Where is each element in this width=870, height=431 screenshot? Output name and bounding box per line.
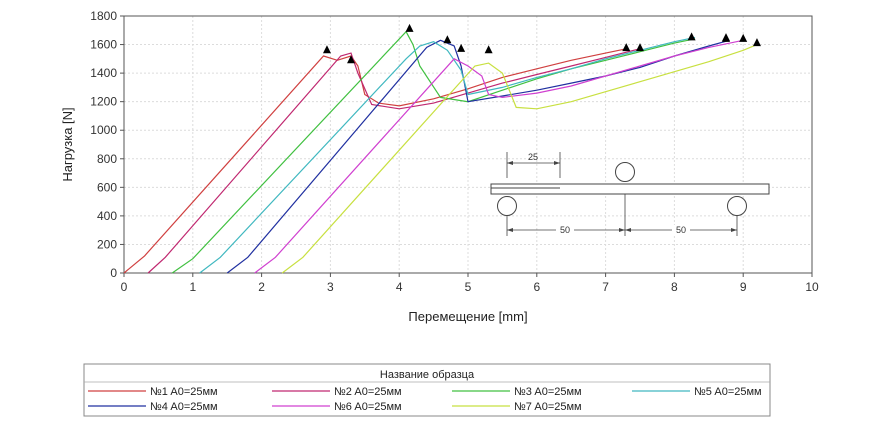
dim-right-label: 50	[676, 225, 686, 235]
x-tick-label: 8	[671, 280, 678, 294]
dim-top-label: 25	[528, 152, 538, 162]
peak-marker	[347, 55, 356, 64]
y-tick-label: 1400	[90, 66, 117, 80]
legend-title: Название образца	[380, 369, 475, 381]
legend-entry-label: №2 A0=25мм	[334, 386, 402, 398]
x-tick-label: 7	[602, 280, 609, 294]
legend: Название образца №1 A0=25мм №2 A0=25мм №3 …	[83, 363, 771, 417]
peak-markers	[322, 23, 761, 64]
peak-marker	[443, 35, 452, 44]
x-tick-label: 3	[327, 280, 334, 294]
legend-entry-label: №7 A0=25мм	[514, 401, 582, 413]
peak-marker	[687, 32, 696, 41]
peak-marker	[405, 23, 414, 32]
dim-top-arrow-right	[554, 161, 560, 165]
y-tick-label: 1800	[90, 9, 117, 23]
dim-left-label: 50	[560, 225, 570, 235]
legend-entry-label: №4 A0=25мм	[150, 401, 218, 413]
y-tick-label: 1000	[90, 123, 117, 137]
peak-marker	[484, 45, 493, 54]
specimen-beam	[490, 183, 770, 195]
x-tick-label: 4	[396, 280, 403, 294]
legend-entry-label: №6 A0=25мм	[334, 401, 402, 413]
legend-items: №1 A0=25мм №2 A0=25мм №3 A0=25мм №5 A0=25мм…	[88, 386, 762, 413]
y-tick-label: 200	[97, 237, 117, 251]
left-support-roller-icon	[497, 196, 517, 216]
peak-marker	[457, 43, 466, 52]
y-tick-label: 1600	[90, 38, 117, 52]
ticks: 0 1 2 3 4 5 6 7 8 9 10 0 200 400 600 800 1000 1200 1400 160…	[90, 9, 819, 294]
peak-marker	[722, 33, 730, 42]
dim-left-label-bg	[556, 225, 574, 235]
x-tick-label: 6	[533, 280, 540, 294]
series-lines	[123, 30, 758, 274]
y-tick-label: 600	[97, 180, 117, 194]
dim-right-arrow-b	[731, 228, 737, 232]
y-tick-label: 800	[97, 152, 117, 166]
dim-top-arrow-left	[507, 161, 513, 165]
right-support-roller-icon	[727, 196, 747, 216]
x-tick-label: 10	[805, 280, 819, 294]
y-tick-label: 0	[110, 266, 117, 280]
peak-marker	[752, 38, 761, 47]
dim-right-label-bg	[672, 225, 690, 235]
x-tick-label: 2	[258, 280, 265, 294]
legend-box	[83, 363, 771, 417]
dim-right-arrow-a	[625, 228, 631, 232]
dim-left-arrow-b	[619, 228, 625, 232]
legend-entry-label: №3 A0=25мм	[514, 386, 582, 398]
peak-marker	[622, 43, 631, 52]
y-tick-label: 1200	[90, 95, 117, 109]
peak-marker	[739, 33, 748, 42]
x-tick-label: 0	[121, 280, 128, 294]
bending-scheme-inset: 25 50 50	[490, 152, 770, 236]
legend-entry-label: №5 A0=25мм	[694, 386, 762, 398]
series-line-6	[254, 39, 744, 274]
series-line-7	[281, 44, 758, 274]
y-axis-title: Нагрузка [N]	[60, 107, 75, 181]
dim-left-arrow-a	[507, 228, 513, 232]
peak-marker	[636, 43, 644, 52]
x-tick-label: 5	[465, 280, 472, 294]
series-line-3	[171, 30, 696, 274]
x-tick-label: 1	[189, 280, 196, 294]
series-line-2	[147, 48, 641, 274]
y-tick-label: 400	[97, 209, 117, 223]
peak-marker	[322, 45, 331, 54]
loading-roller-icon	[615, 162, 635, 182]
x-tick-label: 9	[740, 280, 747, 294]
series-line-1	[123, 48, 627, 274]
x-axis-title: Перемещение [mm]	[408, 309, 527, 324]
series-line-5	[199, 36, 696, 274]
legend-entry-label: №1 A0=25мм	[150, 386, 218, 398]
